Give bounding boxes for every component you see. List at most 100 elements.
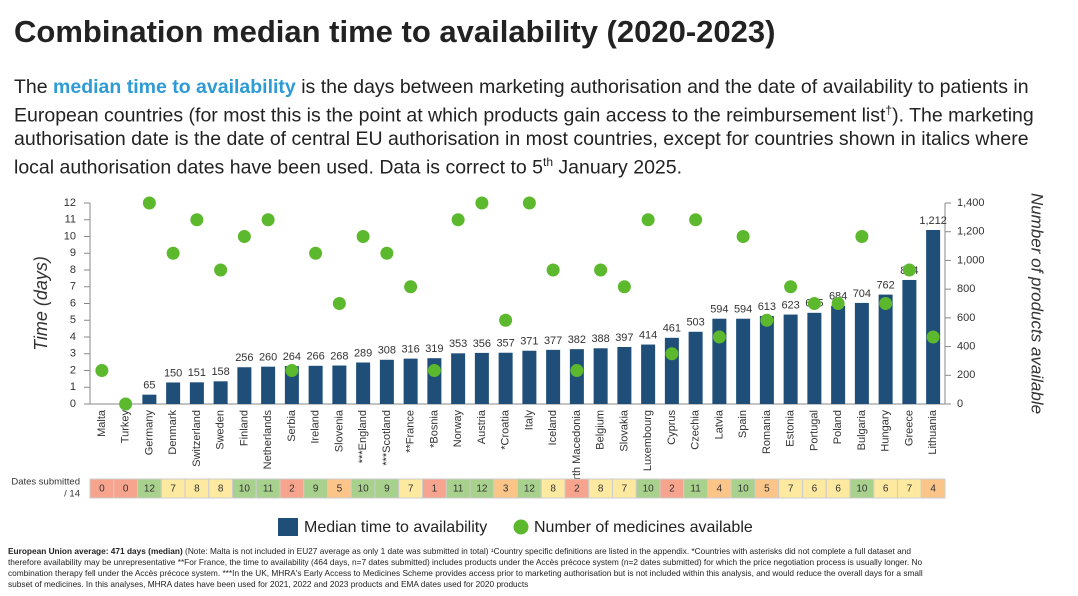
title: Combination median time to availability … bbox=[14, 14, 776, 49]
date-value: 11 bbox=[690, 484, 701, 495]
value-label: 151 bbox=[188, 367, 206, 379]
x-tick-label: Ireland bbox=[310, 410, 322, 444]
x-tick-label: Bulgaria bbox=[856, 409, 868, 450]
x-tick-label: Austria bbox=[476, 409, 488, 444]
value-label: 256 bbox=[235, 352, 253, 364]
x-tick-label: Serbia bbox=[286, 409, 298, 442]
value-label: 1,212 bbox=[919, 215, 947, 227]
dot bbox=[689, 213, 703, 227]
date-value: 2 bbox=[289, 484, 295, 495]
dot bbox=[879, 297, 893, 310]
value-label: 388 bbox=[591, 333, 609, 345]
x-tick-label: Poland bbox=[832, 410, 844, 444]
x-tick-label: *North Macedonia bbox=[571, 409, 583, 498]
value-label: 461 bbox=[663, 323, 681, 335]
value-label: 357 bbox=[496, 338, 514, 350]
date-value: 9 bbox=[313, 484, 319, 495]
value-label: 594 bbox=[734, 304, 752, 316]
text: The bbox=[14, 76, 54, 98]
value-label: 268 bbox=[330, 350, 348, 362]
x-tick-label: Hungary bbox=[880, 410, 892, 452]
dot bbox=[855, 230, 869, 243]
value-label: 308 bbox=[378, 345, 396, 357]
footnote-text: (Note: Malta is not included in EU27 ave… bbox=[8, 546, 923, 589]
bar bbox=[854, 302, 869, 404]
x-tick-label: Germany bbox=[143, 410, 155, 456]
date-value: 8 bbox=[194, 484, 200, 495]
x-tick-label: Latvia bbox=[713, 409, 725, 439]
dot bbox=[214, 263, 228, 277]
x-tick-label: Estonia bbox=[785, 409, 797, 447]
value-label: 594 bbox=[710, 304, 728, 316]
x-tick-label: **France bbox=[405, 410, 417, 453]
value-label: 414 bbox=[639, 329, 657, 341]
date-value: 7 bbox=[170, 484, 176, 495]
date-value: 12 bbox=[476, 484, 488, 495]
dot bbox=[190, 213, 204, 227]
x-tick-label: Slovakia bbox=[618, 409, 630, 451]
date-value: 6 bbox=[812, 484, 818, 495]
x-tick-label: Finland bbox=[238, 410, 250, 446]
date-value: 12 bbox=[144, 484, 156, 495]
dates-sublabel: / 14 bbox=[64, 489, 80, 500]
date-value: 7 bbox=[408, 484, 414, 495]
value-label: 289 bbox=[354, 347, 372, 359]
date-value: 2 bbox=[574, 484, 580, 495]
y-tick-label: 5 bbox=[70, 314, 76, 326]
y2-tick-label: 800 bbox=[957, 283, 975, 295]
y2-tick-label: 1,000 bbox=[957, 254, 985, 266]
dot bbox=[926, 330, 940, 344]
dot bbox=[831, 297, 845, 310]
x-tick-label: Malta bbox=[96, 409, 108, 437]
x-tick-label: Spain bbox=[737, 410, 749, 438]
y2-tick-label: 1,400 bbox=[957, 197, 985, 209]
bar bbox=[522, 350, 537, 404]
bar bbox=[783, 314, 798, 404]
x-tick-label: Switzerland bbox=[191, 410, 203, 467]
date-value: 3 bbox=[503, 484, 509, 495]
y-tick-label: 6 bbox=[70, 297, 76, 309]
y-tick-label: 0 bbox=[70, 398, 76, 410]
y-tick-label: 7 bbox=[70, 281, 76, 293]
y-tick-label: 2 bbox=[70, 364, 76, 376]
dot bbox=[475, 196, 489, 210]
dot bbox=[784, 280, 798, 294]
value-label: 319 bbox=[425, 343, 443, 355]
dot bbox=[902, 263, 916, 277]
legend-label: Number of medicines available bbox=[534, 519, 753, 536]
legend-swatch bbox=[278, 518, 298, 536]
date-value: 7 bbox=[622, 484, 628, 495]
superscript: th bbox=[543, 154, 554, 169]
date-value: 5 bbox=[337, 484, 343, 495]
bar bbox=[617, 347, 632, 404]
date-value: 6 bbox=[835, 484, 841, 495]
value-label: 353 bbox=[449, 338, 467, 350]
dot bbox=[641, 213, 655, 227]
y-axis-label: Time (days) bbox=[31, 256, 51, 351]
y2-tick-label: 200 bbox=[957, 369, 975, 381]
x-tick-label: Turkey bbox=[120, 410, 132, 444]
y-tick-label: 11 bbox=[65, 214, 76, 226]
dot bbox=[309, 246, 323, 260]
y-tick-label: 9 bbox=[70, 247, 76, 259]
bar bbox=[831, 305, 846, 404]
y2-tick-label: 1,200 bbox=[957, 226, 985, 238]
date-value: 8 bbox=[218, 484, 224, 495]
bar bbox=[308, 365, 323, 404]
dot bbox=[380, 246, 394, 260]
dot bbox=[736, 230, 750, 243]
bar bbox=[261, 366, 276, 404]
x-tick-label: Czechia bbox=[690, 409, 702, 450]
bar bbox=[213, 381, 228, 404]
y2-axis-label: Number of products available bbox=[1028, 193, 1047, 414]
value-label: 371 bbox=[520, 336, 538, 348]
dot bbox=[760, 313, 774, 327]
date-value: 0 bbox=[123, 484, 129, 495]
text: ). The marketing authorisation date is t… bbox=[14, 104, 1034, 179]
legend-label: Median time to availability bbox=[304, 519, 487, 536]
y2-tick-label: 400 bbox=[957, 340, 975, 352]
date-value: 4 bbox=[930, 484, 936, 495]
legend-swatch bbox=[513, 519, 529, 535]
